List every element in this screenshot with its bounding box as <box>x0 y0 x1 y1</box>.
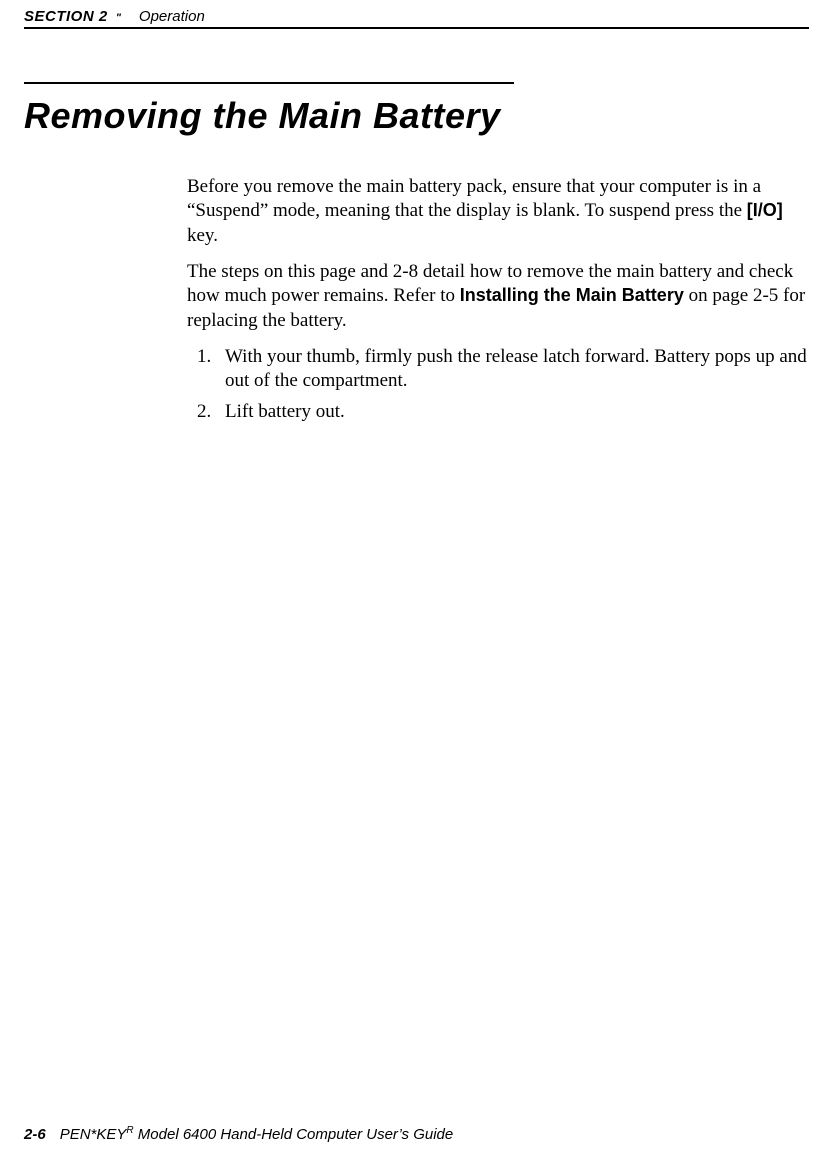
step-text: With your thumb, firmly push the release… <box>225 345 809 394</box>
section-name: Operation <box>139 8 205 25</box>
steps-list: 1. With your thumb, firmly push the rele… <box>187 345 809 424</box>
list-item: 1. With your thumb, firmly push the rele… <box>187 345 809 394</box>
product-name-a: PEN*KEY <box>60 1126 127 1143</box>
paragraph-2: The steps on this page and 2-8 detail ho… <box>187 260 809 333</box>
paragraph-1-text-a: Before you remove the main battery pack,… <box>187 176 761 221</box>
cross-reference: Installing the Main Battery <box>460 285 684 305</box>
section-label: SECTION 2 <box>24 8 108 25</box>
product-sup: R <box>126 1125 133 1136</box>
header-line: SECTION 2 " Operation <box>24 8 809 25</box>
step-number: 1. <box>187 345 225 394</box>
key-label: [I/O] <box>747 200 783 220</box>
step-number: 2. <box>187 400 225 424</box>
page-title: Removing the Main Battery <box>24 95 501 137</box>
page-header: SECTION 2 " Operation <box>24 8 809 29</box>
page-footer: 2-6 PEN*KEYR Model 6400 Hand-Held Compute… <box>24 1125 453 1143</box>
list-item: 2. Lift battery out. <box>187 400 809 424</box>
page: SECTION 2 " Operation Removing the Main … <box>0 0 833 1163</box>
product-name-b: Model 6400 Hand-Held Computer User’s Gui… <box>134 1126 454 1143</box>
section-quote: " <box>116 12 121 24</box>
page-number: 2-6 <box>24 1126 46 1143</box>
body-content: Before you remove the main battery pack,… <box>187 175 809 430</box>
paragraph-1: Before you remove the main battery pack,… <box>187 175 809 248</box>
paragraph-1-text-b: key. <box>187 225 218 246</box>
title-rule <box>24 82 514 84</box>
step-text: Lift battery out. <box>225 400 809 424</box>
